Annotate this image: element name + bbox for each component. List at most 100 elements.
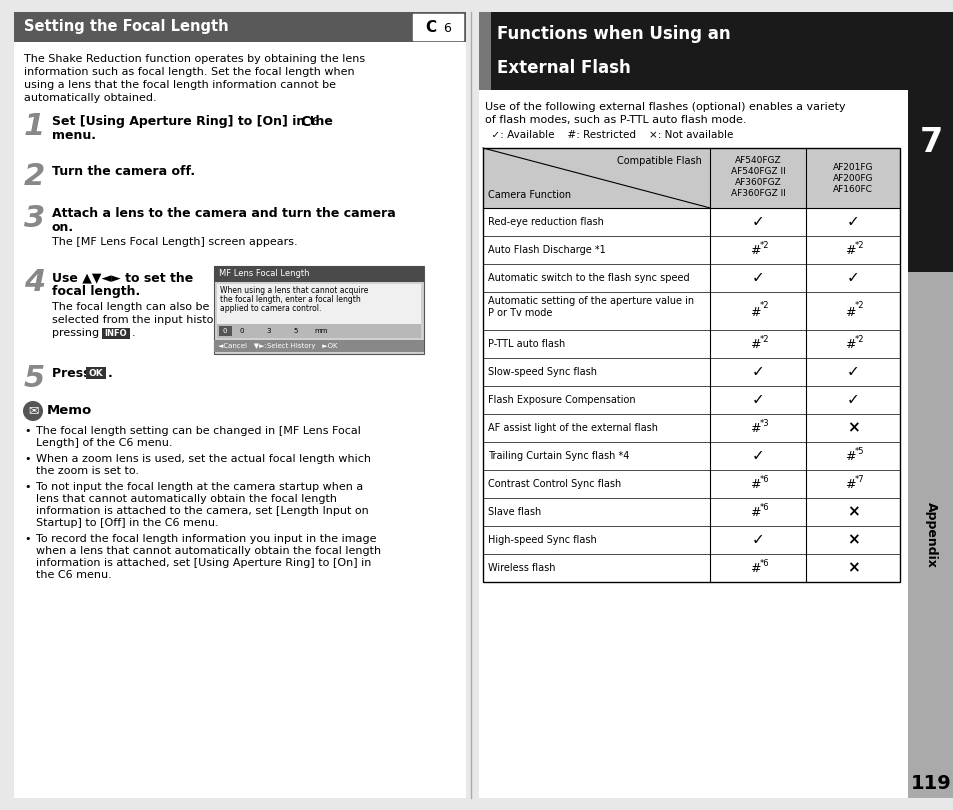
Text: *6: *6 bbox=[759, 475, 768, 484]
Text: on.: on. bbox=[52, 221, 74, 234]
Text: ✓: ✓ bbox=[751, 215, 763, 229]
Text: Automatic switch to the flash sync speed: Automatic switch to the flash sync speed bbox=[488, 273, 689, 283]
Bar bbox=[907, 272, 953, 798]
Text: #: # bbox=[844, 450, 855, 463]
Text: Flash Exposure Compensation: Flash Exposure Compensation bbox=[488, 395, 635, 405]
Text: focal length.: focal length. bbox=[52, 285, 140, 298]
Text: C: C bbox=[299, 115, 310, 129]
Text: information such as focal length. Set the focal length when: information such as focal length. Set th… bbox=[24, 67, 355, 77]
Text: *7: *7 bbox=[853, 475, 863, 484]
Text: INFO: INFO bbox=[105, 329, 127, 338]
Text: Appendix: Appendix bbox=[923, 502, 937, 568]
Text: Startup] to [Off] in the C6 menu.: Startup] to [Off] in the C6 menu. bbox=[36, 518, 218, 528]
Text: #: # bbox=[749, 245, 760, 258]
Text: #: # bbox=[844, 339, 855, 352]
Text: •: • bbox=[24, 426, 30, 436]
Text: 119: 119 bbox=[910, 774, 950, 793]
Bar bbox=[219, 326, 232, 336]
Bar bbox=[413, 14, 462, 40]
Text: of flash modes, such as P-TTL auto flash mode.: of flash modes, such as P-TTL auto flash… bbox=[484, 115, 745, 125]
Text: #: # bbox=[749, 423, 760, 436]
Text: ✓: ✓ bbox=[846, 271, 859, 285]
Text: Use of the following external flashes (optional) enables a variety: Use of the following external flashes (o… bbox=[484, 102, 844, 112]
Text: AF assist light of the external flash: AF assist light of the external flash bbox=[488, 423, 658, 433]
Text: AF201FG: AF201FG bbox=[832, 163, 872, 172]
Text: the focal length, enter a focal length: the focal length, enter a focal length bbox=[220, 295, 360, 304]
Text: ✓: ✓ bbox=[846, 364, 859, 380]
Bar bbox=[216, 324, 420, 338]
Text: Turn the camera off.: Turn the camera off. bbox=[52, 165, 195, 178]
Text: *3: *3 bbox=[759, 419, 768, 428]
Text: *5: *5 bbox=[854, 446, 862, 455]
Text: •: • bbox=[24, 482, 30, 492]
Bar bbox=[213, 266, 423, 354]
Text: ✓: ✓ bbox=[846, 215, 859, 229]
Bar bbox=[907, 12, 953, 798]
Text: applied to camera control.: applied to camera control. bbox=[220, 304, 321, 313]
Text: To record the focal length information you input in the image: To record the focal length information y… bbox=[36, 534, 376, 544]
Text: Set [Using Aperture Ring] to [On] in the: Set [Using Aperture Ring] to [On] in the bbox=[52, 115, 337, 128]
Text: information is attached to the camera, set [Length Input on: information is attached to the camera, s… bbox=[36, 506, 369, 516]
Text: ×: × bbox=[846, 505, 859, 519]
Text: automatically obtained.: automatically obtained. bbox=[24, 93, 156, 103]
Text: *2: *2 bbox=[759, 301, 768, 310]
Bar bbox=[482, 148, 899, 582]
Text: pressing: pressing bbox=[52, 328, 103, 338]
Text: Attach a lens to the camera and turn the camera: Attach a lens to the camera and turn the… bbox=[52, 207, 395, 220]
Text: To not input the focal length at the camera startup when a: To not input the focal length at the cam… bbox=[36, 482, 363, 492]
Text: .: . bbox=[132, 328, 135, 338]
Text: Setting the Focal Length: Setting the Focal Length bbox=[24, 19, 229, 35]
Text: C: C bbox=[425, 19, 436, 35]
Text: AF540FGZ: AF540FGZ bbox=[734, 156, 781, 165]
Text: •: • bbox=[24, 534, 30, 544]
Text: the C6 menu.: the C6 menu. bbox=[36, 570, 112, 580]
Text: #: # bbox=[749, 305, 760, 318]
Text: Trailing Curtain Sync flash *4: Trailing Curtain Sync flash *4 bbox=[488, 451, 629, 461]
Text: ✓: ✓ bbox=[751, 364, 763, 380]
Text: AF540FGZ II: AF540FGZ II bbox=[730, 167, 784, 176]
Text: menu.: menu. bbox=[52, 129, 96, 142]
Text: when a lens that cannot automatically obtain the focal length: when a lens that cannot automatically ob… bbox=[36, 546, 381, 556]
Bar bbox=[478, 12, 907, 798]
Text: AF160FC: AF160FC bbox=[832, 185, 872, 194]
Text: AF360FGZ: AF360FGZ bbox=[734, 178, 781, 187]
Text: Functions when Using an: Functions when Using an bbox=[497, 25, 730, 43]
Text: 1: 1 bbox=[24, 112, 45, 141]
Text: ×: × bbox=[846, 561, 859, 575]
Bar bbox=[907, 12, 953, 272]
Text: information is attached, set [Using Aperture Ring] to [On] in: information is attached, set [Using Aper… bbox=[36, 558, 371, 568]
Text: P or Tv mode: P or Tv mode bbox=[488, 308, 552, 318]
Text: ✉: ✉ bbox=[28, 404, 38, 417]
Text: Compatible Flash: Compatible Flash bbox=[617, 156, 701, 166]
Text: Press: Press bbox=[52, 367, 94, 380]
Bar bbox=[213, 266, 423, 282]
Bar bbox=[14, 12, 465, 798]
Text: MF Lens Focal Length: MF Lens Focal Length bbox=[219, 270, 309, 279]
Text: *2: *2 bbox=[759, 241, 768, 249]
Bar bbox=[216, 284, 420, 324]
Text: P-TTL auto flash: P-TTL auto flash bbox=[488, 339, 565, 349]
Text: 5: 5 bbox=[294, 328, 298, 334]
Text: using a lens that the focal length information cannot be: using a lens that the focal length infor… bbox=[24, 80, 335, 90]
Bar bbox=[482, 148, 899, 208]
Text: ✓: ✓ bbox=[751, 449, 763, 463]
Text: ✓: Available    #: Restricted    ×: Not available: ✓: Available #: Restricted ×: Not availa… bbox=[484, 130, 733, 140]
Text: External Flash: External Flash bbox=[497, 59, 630, 77]
Text: selected from the input history by: selected from the input history by bbox=[52, 315, 241, 325]
Text: #: # bbox=[844, 305, 855, 318]
Text: The focal length setting can be changed in [MF Lens Focal: The focal length setting can be changed … bbox=[36, 426, 360, 436]
Text: ✓: ✓ bbox=[846, 393, 859, 407]
Text: #: # bbox=[749, 339, 760, 352]
Text: AF360FGZ II: AF360FGZ II bbox=[730, 189, 785, 198]
Text: *6: *6 bbox=[759, 502, 768, 511]
Text: 0: 0 bbox=[222, 328, 227, 334]
Circle shape bbox=[23, 401, 43, 421]
Text: Red-eye reduction flash: Red-eye reduction flash bbox=[488, 217, 603, 227]
Text: Auto Flash Discharge *1: Auto Flash Discharge *1 bbox=[488, 245, 605, 255]
Text: Memo: Memo bbox=[47, 404, 92, 417]
Bar bbox=[86, 367, 106, 379]
Text: The [MF Lens Focal Length] screen appears.: The [MF Lens Focal Length] screen appear… bbox=[52, 237, 297, 247]
Text: 3: 3 bbox=[24, 204, 45, 233]
Text: 4: 4 bbox=[24, 268, 45, 297]
Text: High-speed Sync flash: High-speed Sync flash bbox=[488, 535, 597, 545]
